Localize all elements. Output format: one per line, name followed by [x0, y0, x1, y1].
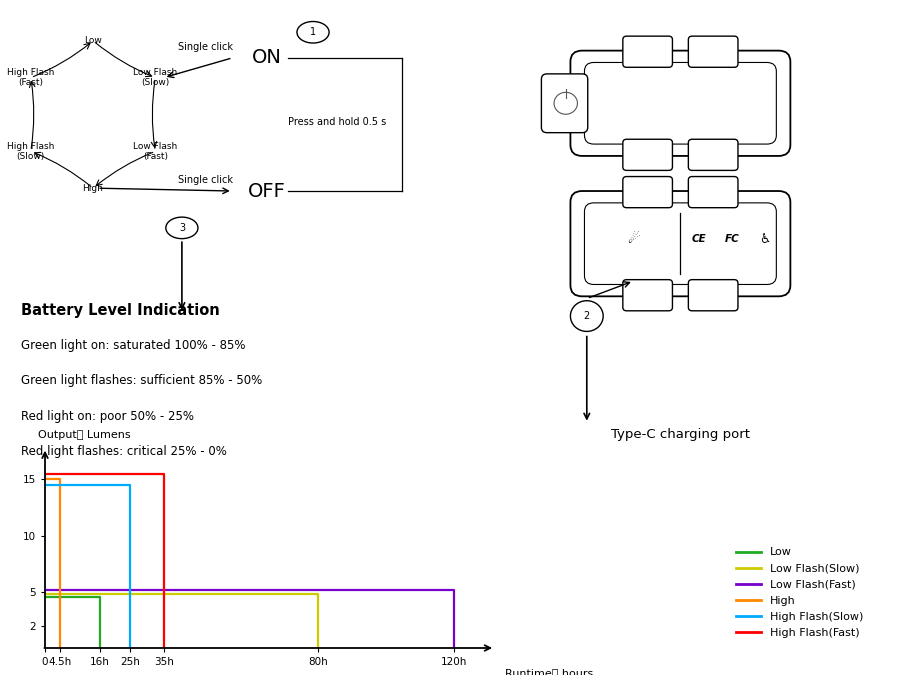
FancyBboxPatch shape	[571, 51, 790, 156]
FancyBboxPatch shape	[688, 36, 738, 68]
Text: Green light flashes: sufficient 85% - 50%: Green light flashes: sufficient 85% - 50…	[21, 374, 262, 387]
Text: Battery Level Indication: Battery Level Indication	[21, 303, 220, 318]
Text: ♿: ♿	[759, 233, 770, 246]
FancyBboxPatch shape	[623, 279, 672, 310]
Text: Type-C charging port: Type-C charging port	[611, 428, 750, 441]
Text: Low Flash
(Fast): Low Flash (Fast)	[133, 142, 177, 161]
Text: 1: 1	[310, 27, 316, 37]
FancyBboxPatch shape	[623, 139, 672, 170]
FancyBboxPatch shape	[623, 36, 672, 68]
Text: OFF: OFF	[248, 182, 285, 200]
Legend: Low, Low Flash(Slow), Low Flash(Fast), High, High Flash(Slow), High Flash(Fast): Low, Low Flash(Slow), Low Flash(Fast), H…	[732, 543, 868, 643]
Text: 3: 3	[179, 223, 185, 233]
FancyBboxPatch shape	[688, 177, 738, 208]
Text: ☄: ☄	[627, 232, 640, 246]
Text: Press and hold 0.5 s: Press and hold 0.5 s	[288, 117, 386, 127]
Text: ON: ON	[252, 49, 282, 68]
Text: FC: FC	[724, 234, 739, 244]
FancyBboxPatch shape	[584, 203, 777, 284]
Text: High Flash
(Slow): High Flash (Slow)	[7, 142, 55, 161]
Text: High: High	[83, 184, 104, 192]
FancyBboxPatch shape	[623, 177, 672, 208]
Text: Low Flash
(Slow): Low Flash (Slow)	[133, 68, 177, 87]
Text: Single click: Single click	[177, 42, 233, 52]
FancyBboxPatch shape	[571, 191, 790, 296]
FancyBboxPatch shape	[688, 279, 738, 310]
Text: Green light on: saturated 100% - 85%: Green light on: saturated 100% - 85%	[21, 339, 246, 352]
Text: Low: Low	[85, 36, 102, 45]
Text: High Flash
(Fast): High Flash (Fast)	[7, 68, 55, 87]
Text: CE: CE	[692, 234, 706, 244]
Text: Red light on: poor 50% - 25%: Red light on: poor 50% - 25%	[21, 410, 194, 423]
Text: 2: 2	[584, 311, 590, 321]
Text: Single click: Single click	[177, 176, 233, 186]
Text: Runtime： hours: Runtime： hours	[505, 668, 593, 675]
Text: Output： Lumens: Output： Lumens	[38, 430, 130, 440]
Text: Red light flashes: critical 25% - 0%: Red light flashes: critical 25% - 0%	[21, 446, 227, 458]
FancyBboxPatch shape	[688, 139, 738, 170]
FancyBboxPatch shape	[542, 74, 588, 133]
FancyBboxPatch shape	[584, 63, 777, 144]
